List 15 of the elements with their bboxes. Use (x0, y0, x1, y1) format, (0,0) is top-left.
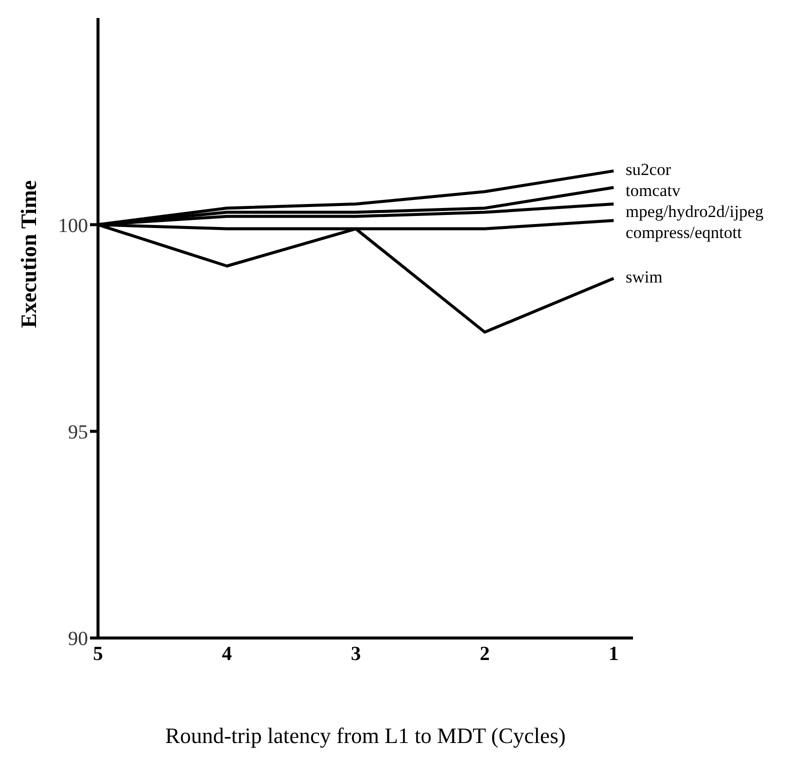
x-axis-title: Round-trip latency from L1 to MDT (Cycles) (165, 723, 566, 748)
y-tick-label: 95 (68, 421, 88, 444)
series-label: su2cor (626, 160, 672, 179)
series-label: compress/eqntott (626, 222, 742, 242)
series-label: mpeg/hydro2d/ijpeg (626, 202, 764, 221)
x-tick-label: 1 (608, 643, 619, 666)
x-tick-label: 3 (350, 643, 361, 666)
series-label: tomcatv (626, 180, 681, 200)
x-tick-label: 4 (222, 643, 232, 666)
series-label: swim (626, 267, 663, 286)
y-axis-title: Execution Time (16, 180, 41, 328)
x-tick-label: 2 (480, 643, 490, 666)
y-tick-label: 90 (68, 628, 88, 650)
y-tick-label: 100 (58, 214, 88, 237)
x-tick-label: 5 (93, 643, 103, 666)
